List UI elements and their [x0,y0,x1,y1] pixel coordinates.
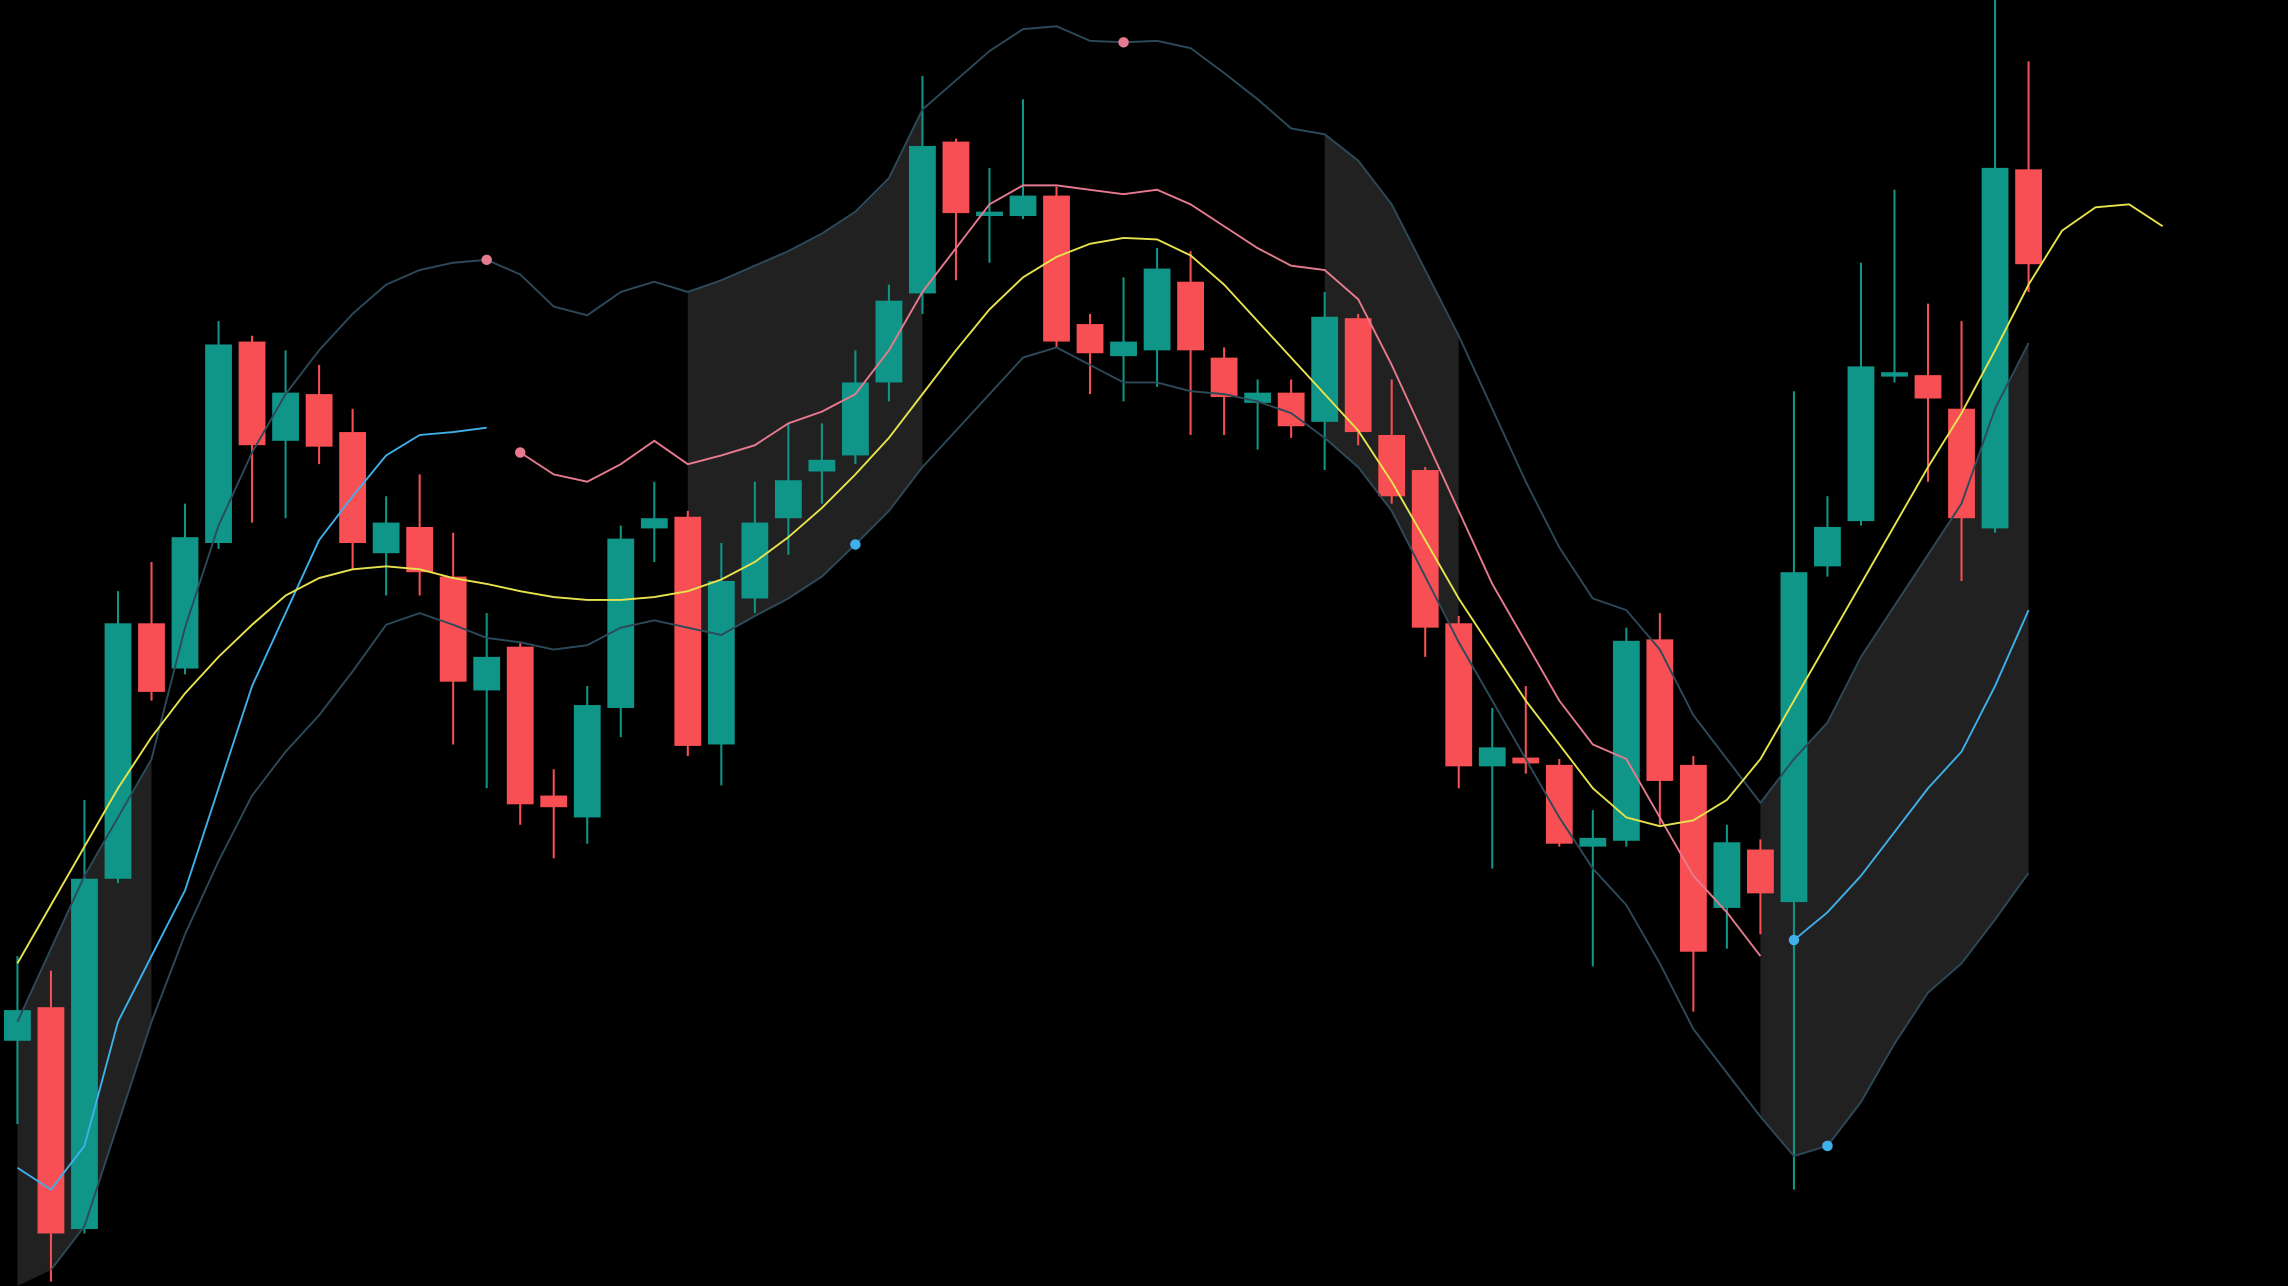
candle-body [406,526,434,573]
candle-body [942,141,970,214]
candle-body [1814,526,1841,567]
candle-body [1612,640,1640,841]
candle-body [741,522,769,599]
candle-body [1210,357,1238,398]
candle-body [1378,434,1406,497]
candle-body [875,300,903,383]
candle-body [305,394,333,447]
candle-body [774,480,802,519]
candle-body [1881,372,1908,377]
candle-body [1780,572,1808,903]
candle-body [1445,623,1473,767]
marker-dot [1788,934,1800,946]
candle-body [37,1007,65,1234]
candle-body [1177,281,1204,351]
candle-body [540,795,568,808]
marker-dot [1822,1140,1833,1152]
indicator-line [16,25,2030,1023]
candle-body [506,646,534,805]
candle-body [2015,169,2042,265]
candle-body [272,392,299,441]
candle-body [909,145,936,294]
candle-body [1579,837,1607,847]
candle-body [1311,316,1339,422]
indicator-line [16,426,487,1191]
candle-body [339,432,367,544]
candle-body [1009,195,1037,217]
candle-body [808,459,836,472]
marker-dot [1118,37,1129,48]
candle-body [1110,341,1137,357]
candle-body [1143,268,1171,351]
candle-body [674,516,702,746]
candle-body [1043,195,1070,342]
marker-dot [481,254,492,266]
candle-body [1713,842,1741,908]
candle-body [473,656,501,691]
candle-body [1478,747,1506,767]
candle-body [1847,366,1875,522]
indicator-line [519,184,1762,957]
candle-body [71,878,98,1230]
candle-body [4,1010,31,1041]
candle-body [607,538,635,708]
candle-body [171,537,199,669]
candle-body [138,623,165,692]
marker-dot [514,447,526,458]
candle-body [573,705,601,818]
candle-body [1244,392,1272,403]
candle-body [1076,324,1104,354]
candle-body [1747,849,1774,894]
marker-dot [850,539,861,550]
shaded-band [687,109,923,635]
candle-body [1411,470,1439,628]
indicator-line [50,346,2030,1271]
candle-body [707,580,735,745]
candle-body [238,341,266,446]
candle-body [1981,167,2009,529]
candle-body [1914,375,1942,399]
candle-body [104,623,132,879]
candle-body [1646,639,1674,781]
candle-body [976,211,1003,217]
candle-body [372,522,400,554]
candle-body [640,518,668,529]
indicator-line [1793,609,2030,941]
candle-body [1679,764,1707,952]
candle-body [205,344,232,544]
candle-body [1344,318,1372,433]
indicator-line [16,203,2164,964]
